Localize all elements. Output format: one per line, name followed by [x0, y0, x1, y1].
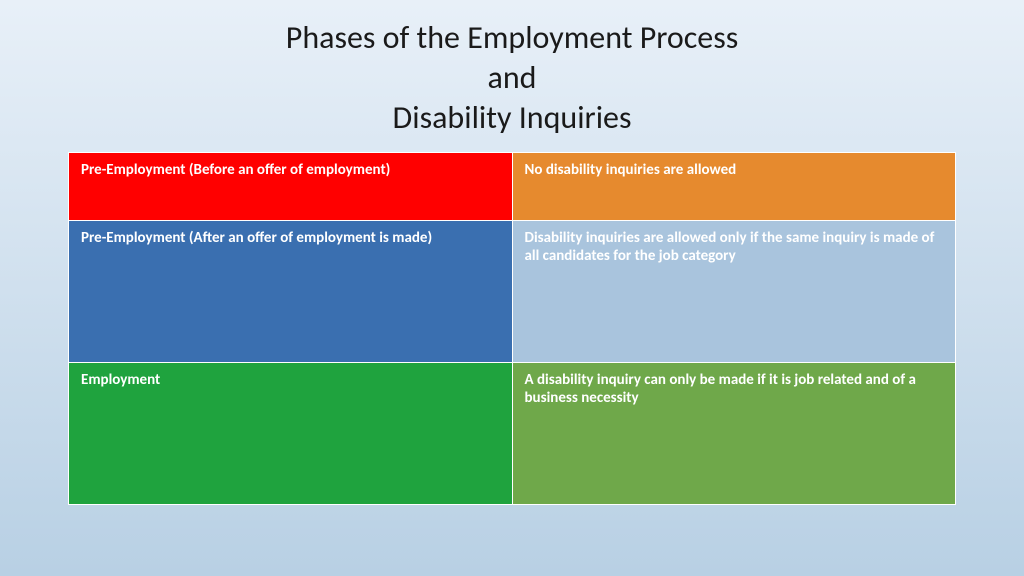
phase-cell: Employment [69, 363, 513, 505]
rule-cell: No disability inquiries are allowed [512, 153, 956, 221]
table-row: Pre-Employment (Before an offer of emplo… [69, 153, 956, 221]
table-row: Employment A disability inquiry can only… [69, 363, 956, 505]
title-line-3: Disability Inquiries [393, 98, 632, 137]
phase-cell: Pre-Employment (Before an offer of emplo… [69, 153, 513, 221]
slide: Phases of the Employment Process and Dis… [0, 0, 1024, 576]
title-line-2: and [488, 58, 537, 97]
slide-title: Phases of the Employment Process and Dis… [0, 18, 1024, 138]
rule-cell: Disability inquiries are allowed only if… [512, 221, 956, 363]
table-row: Pre-Employment (After an offer of employ… [69, 221, 956, 363]
phase-cell: Pre-Employment (After an offer of employ… [69, 221, 513, 363]
title-line-1: Phases of the Employment Process [286, 18, 738, 57]
rule-cell: A disability inquiry can only be made if… [512, 363, 956, 505]
phases-table: Pre-Employment (Before an offer of emplo… [68, 152, 956, 505]
